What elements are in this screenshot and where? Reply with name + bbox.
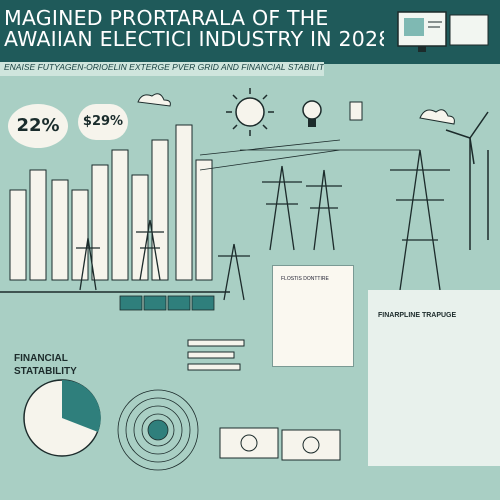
pie-chart-icon	[23, 379, 101, 457]
form-lines	[187, 339, 245, 371]
title-line-one: MAGINED PRORTARALA OF THE	[4, 8, 329, 30]
cloud-icon	[137, 93, 455, 125]
monitor-icon	[397, 11, 489, 52]
right-panel-title: FINARPLINE TRAPUGE	[378, 312, 457, 319]
document-sheet: FLOSTIS DONTTIRE	[272, 265, 354, 367]
page-subtitle: ENAISE FUTYAGEN-ORIOELIN EXTERGE PVER GR…	[0, 62, 324, 76]
solar-panel-icon	[349, 101, 363, 121]
stat-percent-one: 22%	[8, 104, 68, 148]
document-title: FLOSTIS DONTTIRE	[281, 276, 329, 282]
solar-panel-array	[119, 295, 215, 311]
lightbulb-icon	[302, 100, 322, 127]
page-title: MAGINED PRORTARALA OF THE AWAIIAN ELECTI…	[4, 8, 384, 50]
spiral-disc-icon	[117, 389, 199, 471]
financial-stability-label: FINANCIAL STATABILITY	[14, 353, 77, 377]
right-chart-panel: FINARPLINE TRAPUGE	[368, 290, 500, 466]
title-line-two: AWAIIAN ELECTICI INDUSTRY IN 2028	[4, 27, 384, 50]
banknote-icon	[219, 427, 341, 461]
sun-icon	[226, 88, 274, 136]
stat-percent-two: $29%	[78, 104, 128, 140]
wind-turbine-icon	[445, 111, 489, 250]
bar-skyline	[9, 124, 213, 281]
transmission-tower-icon	[76, 139, 450, 431]
